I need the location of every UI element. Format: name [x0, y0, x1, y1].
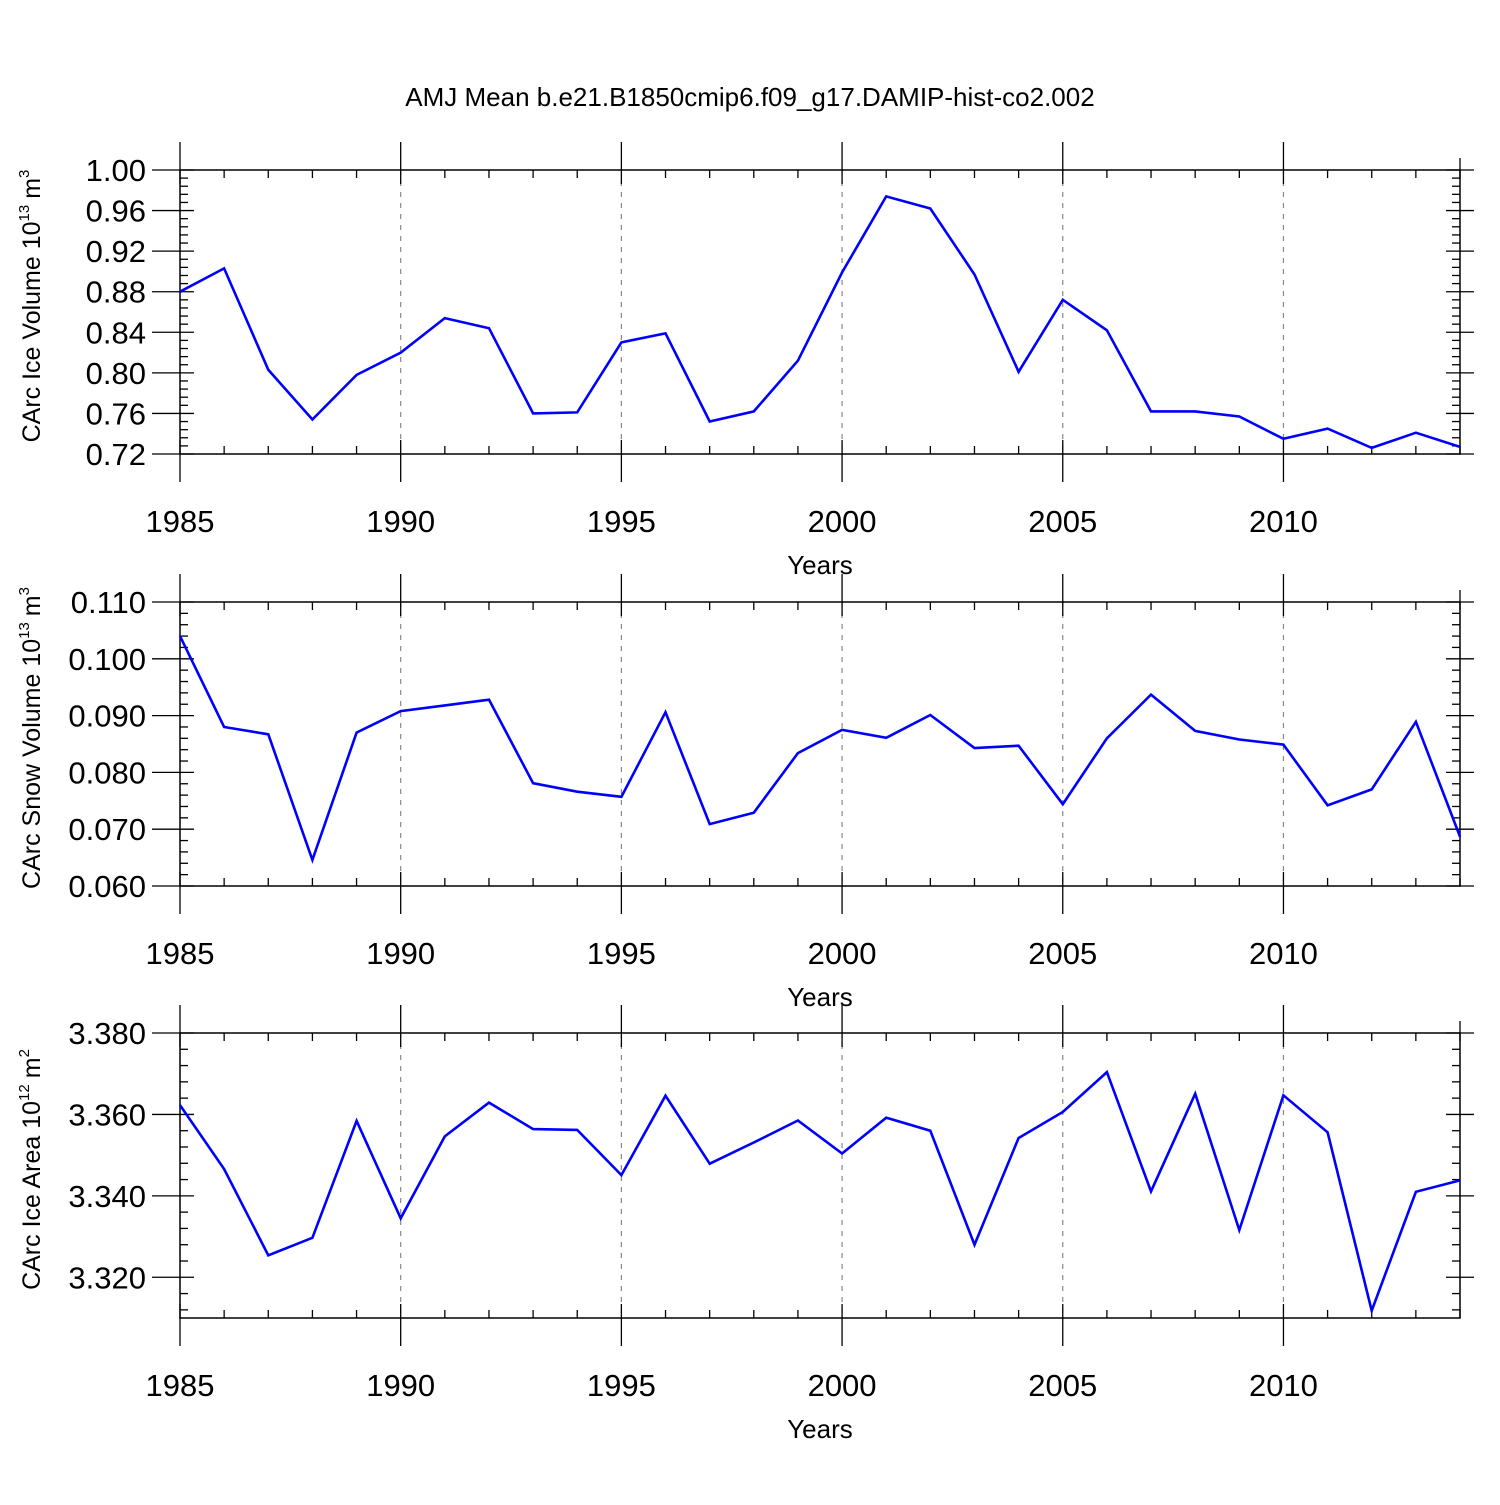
y-axis-title-unit: m — [18, 178, 46, 199]
panel-3: 3.320 3.340 3.360 3.380 1985 1990 1995 2000 2005… — [16, 1005, 1474, 1444]
x-axis-title: Years — [787, 550, 853, 580]
y-axis-title-exponent: 13 — [16, 205, 33, 222]
x-tick-label: 2000 — [808, 936, 877, 971]
x-tick-label: 1990 — [366, 936, 435, 971]
y-tick-label: 3.380 — [68, 1016, 146, 1051]
y-tick-label: 1.00 — [86, 153, 146, 188]
x-tick-label: 1995 — [587, 936, 656, 971]
panel-2: 0.060 0.070 0.080 0.090 0.100 0.110 1985 1990 19… — [16, 574, 1474, 1012]
x-tick-label: 2010 — [1249, 504, 1318, 539]
x-tick-label: 2010 — [1249, 1368, 1318, 1403]
y-tick-label: 0.060 — [68, 869, 146, 904]
y-tick-label: 0.92 — [86, 234, 146, 269]
y-axis-title-text: CArc Ice Area 10 — [18, 1101, 46, 1290]
plot-frame — [179, 601, 1461, 887]
y-tick-label: 0.110 — [71, 585, 146, 620]
y-axis-title-unit-exponent: 3 — [16, 587, 33, 595]
plot-frame — [179, 1032, 1461, 1319]
y-tick-label: 0.76 — [86, 396, 146, 431]
y-axis-title-unit: m — [18, 595, 46, 616]
y-axis-title-unit: m — [18, 1057, 46, 1078]
x-tick-label: 1985 — [146, 1368, 215, 1403]
x-tick-label: 2005 — [1028, 936, 1097, 971]
y-axis-title-exponent: 12 — [16, 1084, 33, 1101]
x-axis-title: Years — [787, 1414, 853, 1444]
y-axis-title: CArc Ice Area 1012 m2 — [16, 1049, 46, 1290]
y-tick-label: 0.100 — [68, 642, 146, 677]
x-tick-label: 2010 — [1249, 936, 1318, 971]
y-axis-title-exponent: 13 — [16, 622, 33, 639]
y-tick-label: 3.340 — [68, 1179, 146, 1214]
y-tick-label: 0.96 — [86, 194, 146, 229]
y-tick-label: 0.080 — [68, 755, 146, 790]
x-tick-label: 1985 — [146, 504, 215, 539]
x-tick-label: 1995 — [587, 1368, 656, 1403]
y-tick-label: 0.84 — [86, 315, 146, 350]
x-tick-label: 1990 — [366, 1368, 435, 1403]
y-axis-title-text: CArc Snow Volume 10 — [18, 639, 46, 889]
y-axis-title: CArc Ice Volume 1013 m3 — [16, 170, 46, 443]
series-line — [179, 194, 1461, 450]
chart-title: AMJ Mean b.e21.B1850cmip6.f09_g17.DAMIP-… — [405, 82, 1094, 112]
y-tick-label: 0.070 — [68, 812, 146, 847]
y-tick-label: 0.80 — [86, 356, 146, 391]
y-tick-label: 0.090 — [68, 699, 146, 734]
series-line — [178, 635, 1462, 864]
x-tick-label: 2000 — [808, 504, 877, 539]
axis-ticks — [152, 142, 1474, 482]
x-axis-title: Years — [787, 982, 853, 1012]
x-tick-label: 1990 — [366, 504, 435, 539]
y-axis-title-text: CArc Ice Volume 10 — [18, 221, 46, 442]
x-tick-label: 1995 — [587, 504, 656, 539]
y-tick-label: 3.360 — [68, 1097, 146, 1132]
x-tick-label: 1985 — [146, 936, 215, 971]
x-tick-label: 2005 — [1028, 1368, 1097, 1403]
axis-ticks — [152, 574, 1474, 914]
y-axis-title: CArc Snow Volume 1013 m3 — [16, 587, 46, 889]
axis-ticks — [152, 1005, 1474, 1346]
y-axis-title-unit-exponent: 3 — [16, 170, 33, 178]
series-line — [178, 1069, 1461, 1316]
y-axis-title-unit-exponent: 2 — [16, 1049, 33, 1057]
y-tick-label: 3.320 — [68, 1260, 146, 1295]
y-tick-label: 0.88 — [86, 275, 146, 310]
panel-1: 0.72 0.76 0.80 0.84 0.88 0.92 0.96 1.00 1985 1990… — [16, 142, 1474, 580]
x-tick-label: 2005 — [1028, 504, 1097, 539]
x-tick-label: 2000 — [808, 1368, 877, 1403]
y-tick-label: 0.72 — [86, 437, 146, 472]
plot-frame — [179, 169, 1461, 455]
